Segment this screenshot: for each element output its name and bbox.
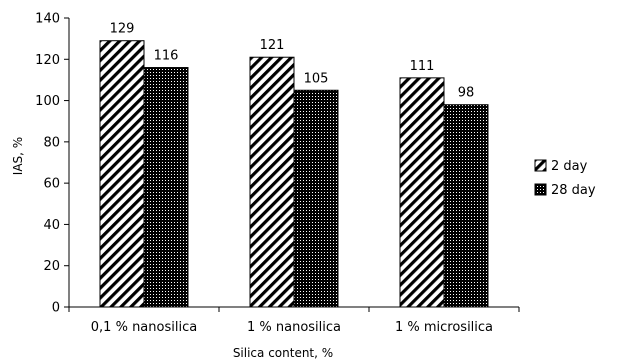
y-tick-label: 80 — [43, 135, 60, 150]
legend-swatch — [534, 159, 547, 172]
data-label: 129 — [110, 22, 135, 37]
bar — [99, 40, 145, 308]
y-tick-label: 120 — [35, 53, 60, 68]
legend-label: 2 day — [551, 159, 588, 174]
y-tick-label: 100 — [35, 94, 60, 109]
data-label: 116 — [154, 49, 179, 64]
y-tick-label: 40 — [43, 218, 60, 233]
bar — [249, 56, 295, 308]
legend-swatch — [534, 183, 547, 196]
bar — [293, 89, 339, 308]
data-label: 105 — [304, 71, 329, 86]
x-axis-title: Silica content, % — [233, 346, 333, 360]
x-category-label: 1 % microsilica — [395, 320, 493, 335]
y-tick-label: 60 — [43, 177, 60, 192]
y-tick-label: 20 — [43, 259, 60, 274]
bar — [399, 77, 445, 308]
y-axis: 0 20 40 60 80 100 120 140 — [35, 12, 70, 316]
x-axis: 0,1 % nanosilica 1 % nanosilica 1 % micros… — [68, 306, 520, 335]
legend-label: 28 day — [551, 183, 596, 198]
y-axis-title: IAS, % — [11, 137, 25, 175]
bar — [143, 67, 189, 308]
y-tick-label: 0 — [52, 301, 60, 316]
y-tick-label: 140 — [35, 12, 60, 27]
x-category-label: 1 % nanosilica — [247, 320, 341, 335]
data-label: 98 — [458, 86, 475, 101]
data-label: 121 — [260, 38, 285, 53]
legend: 2 day 28 day — [534, 159, 596, 198]
bar — [443, 104, 489, 308]
plot-area: 129 116 121 105 111 98 — [99, 22, 489, 308]
x-category-label: 0,1 % nanosilica — [91, 320, 197, 335]
data-label: 111 — [410, 59, 435, 74]
